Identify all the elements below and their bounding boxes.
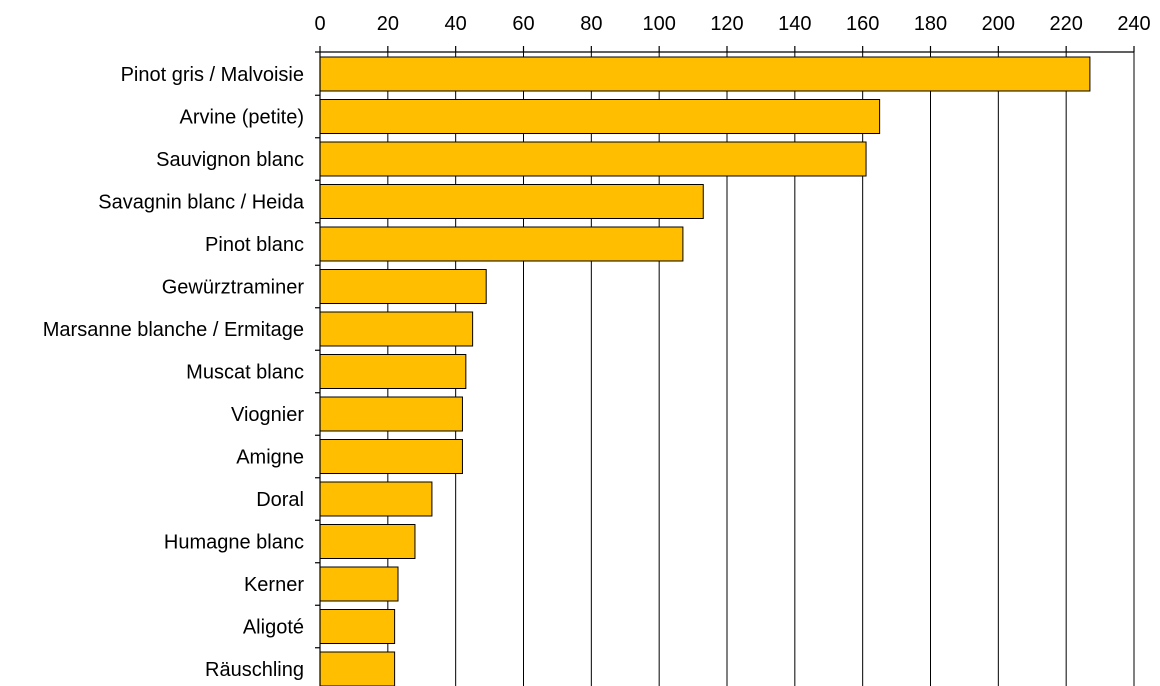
category-label: Savagnin blanc / Heida bbox=[98, 192, 305, 214]
x-tick-label: 220 bbox=[1049, 13, 1082, 35]
category-label: Muscat blanc bbox=[186, 362, 304, 384]
bar bbox=[319, 56, 1091, 92]
category-label: Gewürztraminer bbox=[162, 277, 305, 299]
x-tick-label: 100 bbox=[642, 13, 675, 35]
category-label: Sauvignon blanc bbox=[156, 149, 304, 171]
bar bbox=[319, 524, 416, 559]
bar bbox=[319, 311, 474, 347]
category-labels: Pinot gris / Malvoisie Arvine (petite) Sau… bbox=[43, 64, 305, 681]
bar bbox=[319, 439, 463, 474]
bar bbox=[319, 184, 704, 219]
category-label: Amigne bbox=[236, 447, 304, 469]
category-label: Humagne blanc bbox=[164, 532, 304, 554]
x-tick-label: 40 bbox=[445, 13, 467, 35]
x-tick-label: 180 bbox=[914, 13, 947, 35]
bar bbox=[319, 651, 396, 686]
bar bbox=[319, 354, 467, 389]
x-axis-ticks: 0 20 40 60 80 100 120 140 160 180 200 220 240 bbox=[314, 13, 1151, 52]
category-label: Pinot gris / Malvoisie bbox=[121, 64, 304, 86]
x-tick-label: 160 bbox=[846, 13, 879, 35]
category-label: Kerner bbox=[244, 574, 304, 596]
bar bbox=[319, 396, 463, 432]
x-tick-label: 120 bbox=[710, 13, 743, 35]
bar bbox=[319, 609, 396, 644]
bar bbox=[319, 99, 881, 134]
bar bbox=[319, 141, 867, 177]
category-label: Aligoté bbox=[243, 617, 304, 639]
category-label: Pinot blanc bbox=[205, 234, 304, 256]
category-label: Marsanne blanche / Ermitage bbox=[43, 319, 304, 341]
category-label: Arvine (petite) bbox=[180, 107, 305, 129]
bar bbox=[319, 566, 399, 602]
axes bbox=[315, 51, 1134, 686]
category-label: Viognier bbox=[231, 404, 304, 426]
x-tick-label: 240 bbox=[1117, 13, 1150, 35]
bars bbox=[319, 56, 1091, 686]
category-label: Doral bbox=[256, 489, 304, 511]
x-tick-label: 20 bbox=[377, 13, 399, 35]
x-tick-label: 60 bbox=[512, 13, 534, 35]
x-tick-label: 80 bbox=[580, 13, 602, 35]
x-tick-label: 0 bbox=[314, 13, 325, 35]
x-tick-label: 140 bbox=[778, 13, 811, 35]
bar bbox=[319, 269, 487, 304]
x-tick-label: 200 bbox=[982, 13, 1015, 35]
category-label: Räuschling bbox=[205, 659, 304, 681]
bar bbox=[319, 481, 433, 517]
bar bbox=[319, 226, 684, 262]
